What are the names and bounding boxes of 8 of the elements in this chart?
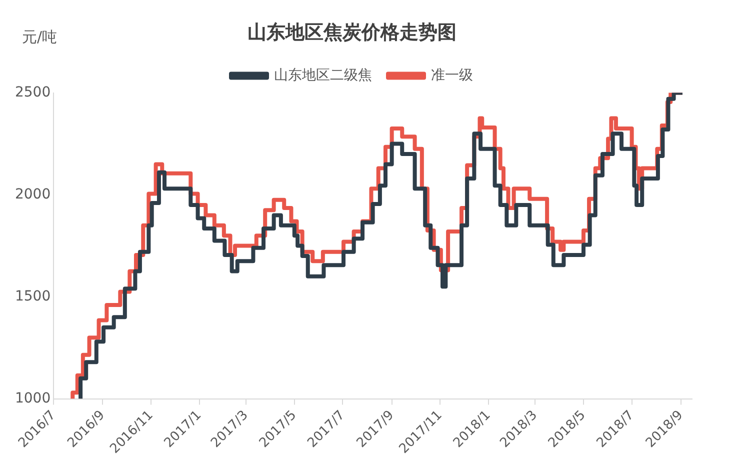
y-tick-label: 2500 [14, 84, 51, 100]
y-tick-label: 1500 [14, 288, 51, 304]
legend-label: 准一级 [431, 67, 473, 84]
y-tick-label: 2000 [14, 186, 51, 202]
y-axis-title: 元/吨 [22, 28, 58, 46]
chart-title: 山东地区焦炭价格走势图 [248, 21, 456, 44]
y-tick-label: 1000 [14, 390, 51, 406]
legend-label: 山东地区二级焦 [274, 67, 372, 84]
